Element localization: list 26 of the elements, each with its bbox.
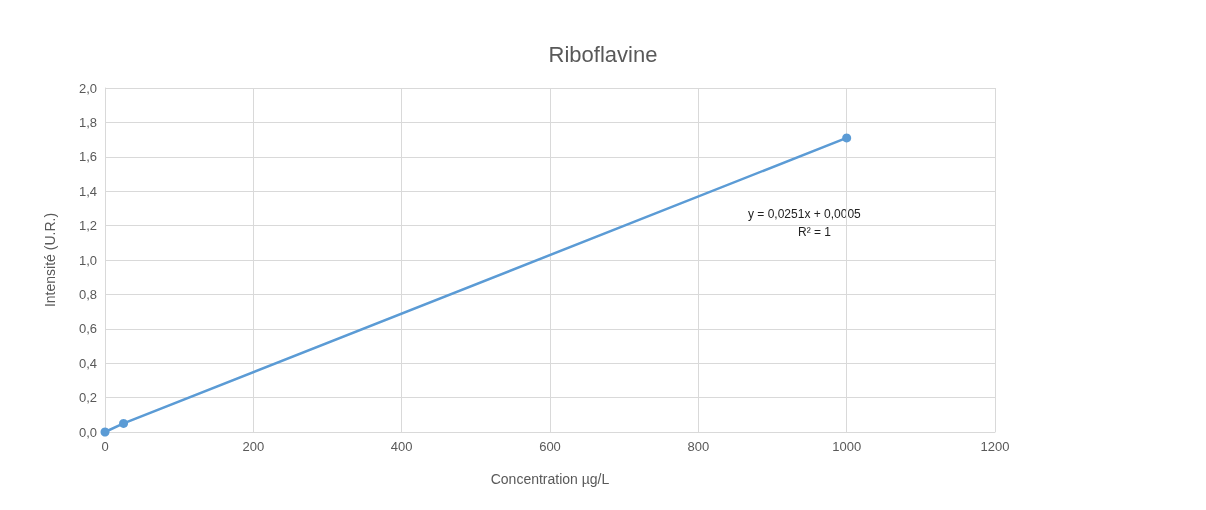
x-tick-label: 600 — [539, 439, 561, 454]
point — [100, 427, 110, 437]
point — [119, 418, 129, 428]
chart-title: Riboflavine — [548, 41, 658, 67]
y-tick-label: 0,2 — [78, 390, 97, 406]
point — [842, 133, 852, 143]
x-tick-label: 200 — [242, 439, 265, 454]
y-tick-label: 1,6 — [78, 149, 97, 165]
x-tick-label: 1000 — [832, 439, 862, 454]
x-tick-label: 800 — [687, 439, 710, 454]
annotation: R² = 1 — [798, 225, 832, 239]
annotation: y = 0,0251x + 0,0005 — [748, 207, 862, 221]
y-tick-label: 1,0 — [78, 252, 97, 268]
y-tick-label: 0,0 — [78, 424, 97, 440]
x-tick-label: 0 — [101, 439, 109, 454]
y-tick-label: 1,8 — [78, 114, 97, 130]
x-tick-label: 1200 — [980, 439, 1010, 454]
y-tick-label: 0,4 — [78, 355, 97, 371]
y-tick-label: 0,6 — [78, 321, 97, 337]
y-tick-label: 1,2 — [78, 218, 97, 234]
x-tick-label: 400 — [390, 439, 413, 454]
y-tick-label: 2,0 — [78, 80, 97, 96]
y-tick-label: 1,4 — [78, 183, 97, 199]
x-axis-title: Concentration µg/L — [490, 471, 610, 487]
y-axis-title: Intensité (U.R.) — [42, 212, 58, 308]
y-tick-label: 0,8 — [78, 286, 97, 302]
